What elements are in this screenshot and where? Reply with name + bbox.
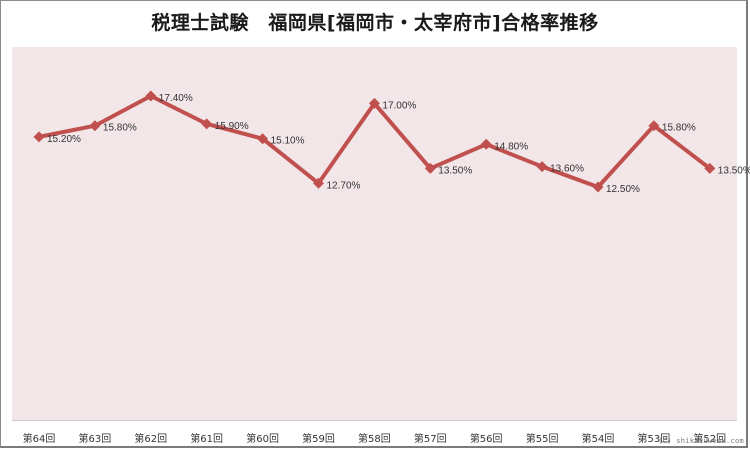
- data-label: 12.50%: [606, 184, 640, 195]
- x-axis-label: 第59回: [302, 434, 335, 445]
- data-label: 15.80%: [103, 123, 137, 134]
- data-point-marker: [480, 138, 492, 150]
- data-label: 13.50%: [718, 165, 750, 176]
- data-label: 13.60%: [550, 164, 584, 175]
- data-point-marker: [89, 120, 101, 132]
- x-axis-line: [12, 420, 737, 421]
- data-point-marker: [592, 181, 604, 193]
- series-line: [38, 94, 712, 189]
- data-point-marker: [424, 162, 436, 174]
- data-label: 15.80%: [662, 123, 696, 134]
- x-axis-label: 第56回: [469, 434, 503, 445]
- data-label: 12.70%: [327, 180, 361, 191]
- data-point-marker: [201, 118, 213, 130]
- x-axis-label: 第61回: [190, 434, 224, 445]
- data-label: 17.40%: [159, 93, 193, 104]
- plot-area: [12, 47, 737, 420]
- series-markers: [33, 90, 716, 193]
- data-point-marker: [33, 131, 45, 143]
- data-label: 17.00%: [382, 100, 416, 111]
- data-point-marker: [313, 177, 324, 189]
- data-label: 14.80%: [494, 141, 528, 152]
- x-axis-label: 第55回: [525, 434, 559, 445]
- x-axis-label: 第60回: [246, 434, 279, 445]
- x-axis-label: 第62回: [134, 434, 168, 445]
- copyright-watermark: (C) shikakuweek.com: [658, 437, 744, 445]
- data-point-marker: [368, 97, 380, 109]
- chart-title: 税理士試験 福岡県[福岡市・太宰府市]合格率推移: [151, 12, 599, 34]
- data-label: 15.10%: [271, 136, 305, 147]
- data-point-marker: [648, 120, 660, 132]
- x-axis-label: 第57回: [413, 434, 447, 445]
- data-label: 15.90%: [215, 121, 249, 132]
- x-axis-label: 第53回: [637, 434, 671, 445]
- x-axis-label: 第52回: [693, 434, 727, 445]
- data-label: 13.50%: [438, 165, 472, 176]
- data-point-marker: [257, 133, 269, 145]
- data-point-marker: [704, 162, 716, 174]
- x-axis-label: 第63回: [78, 434, 112, 445]
- data-point-marker: [536, 161, 548, 173]
- data-labels: 15.20% 15.80% 17.40% 15.90% 15.10% 12.70% 17.0…: [47, 93, 750, 195]
- x-axis-label: 第64回: [22, 434, 56, 445]
- data-point-marker: [145, 90, 157, 102]
- data-label: 15.20%: [47, 134, 81, 145]
- x-axis-label: 第54回: [581, 434, 615, 445]
- x-axis-label: 第58回: [358, 434, 391, 445]
